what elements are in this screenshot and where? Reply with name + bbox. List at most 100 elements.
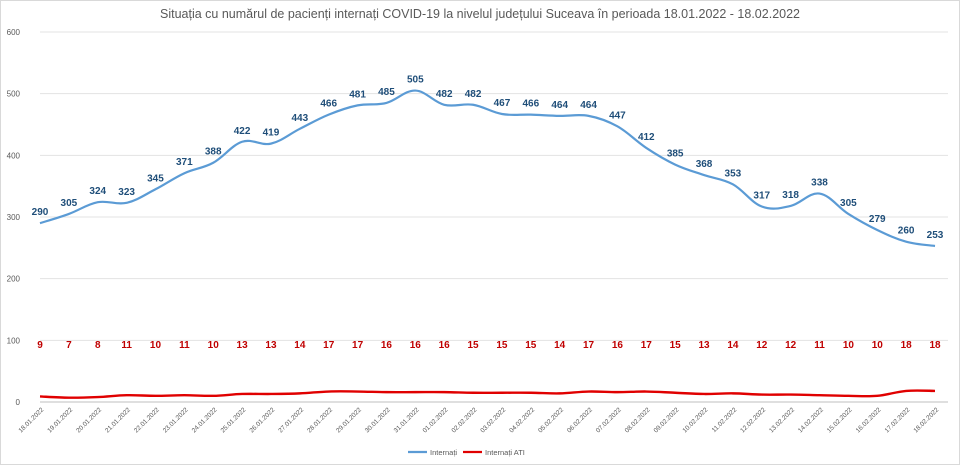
x-tick-label: 12.02.2022 xyxy=(739,406,767,434)
data-label: 17 xyxy=(583,340,595,351)
x-tick-label: 27.01.2022 xyxy=(277,406,305,434)
data-label: 17 xyxy=(352,340,364,351)
data-label: 12 xyxy=(785,340,797,351)
data-label: 7 xyxy=(66,340,72,351)
x-tick-label: 25.01.2022 xyxy=(220,406,248,434)
data-label: 8 xyxy=(95,340,101,351)
x-tick-label: 24.01.2022 xyxy=(191,406,219,434)
data-label: 13 xyxy=(265,340,277,351)
y-tick-label: 400 xyxy=(7,151,21,160)
data-label: 290 xyxy=(32,207,49,218)
data-label: 14 xyxy=(727,340,739,351)
data-label: 466 xyxy=(522,99,539,110)
grid-layer xyxy=(40,31,948,403)
data-label: 15 xyxy=(496,340,508,351)
x-tick-label: 09.02.2022 xyxy=(653,406,681,434)
data-label: 464 xyxy=(580,100,597,111)
data-label: 323 xyxy=(118,187,135,198)
x-tick-label: 19.01.2022 xyxy=(46,406,74,434)
data-label: 467 xyxy=(494,98,511,109)
data-label: 15 xyxy=(670,340,682,351)
data-label: 10 xyxy=(872,340,884,351)
series-layer xyxy=(39,89,936,399)
data-label: 443 xyxy=(291,113,308,124)
data-label: 338 xyxy=(811,178,828,189)
series-internati-ati-line xyxy=(39,389,936,399)
y-tick-label: 0 xyxy=(16,398,21,407)
x-axis-ticks: 18.01.2022 19.01.2022 20.01.2022 21.01.2022… xyxy=(17,406,940,434)
x-tick-label: 26.01.2022 xyxy=(248,406,276,434)
data-label: 324 xyxy=(89,186,106,197)
x-tick-label: 18.02.2022 xyxy=(912,406,940,434)
x-tick-label: 13.02.2022 xyxy=(768,406,796,434)
data-label: 18 xyxy=(901,340,913,351)
data-label: 419 xyxy=(263,128,280,139)
legend-label: Internați ATI xyxy=(485,448,525,457)
x-tick-label: 18.01.2022 xyxy=(17,406,45,434)
x-tick-label: 06.02.2022 xyxy=(566,406,594,434)
data-label: 14 xyxy=(554,340,566,351)
data-label: 481 xyxy=(349,89,366,100)
x-tick-label: 21.01.2022 xyxy=(104,406,132,434)
data-label: 9 xyxy=(37,340,43,351)
x-tick-label: 10.02.2022 xyxy=(681,406,709,434)
x-tick-label: 04.02.2022 xyxy=(508,406,536,434)
data-label: 305 xyxy=(61,198,78,209)
data-label: 485 xyxy=(378,87,395,98)
data-label: 16 xyxy=(439,340,451,351)
data-label: 13 xyxy=(698,340,710,351)
data-label: 17 xyxy=(641,340,653,351)
data-label: 345 xyxy=(147,173,164,184)
y-tick-label: 100 xyxy=(7,336,21,345)
data-label: 11 xyxy=(121,340,132,351)
x-tick-label: 30.01.2022 xyxy=(364,406,392,434)
data-label: 447 xyxy=(609,110,626,121)
data-label: 14 xyxy=(294,340,306,351)
data-label: 10 xyxy=(208,340,220,351)
y-tick-label: 200 xyxy=(7,275,21,284)
data-label: 13 xyxy=(237,340,249,351)
x-tick-label: 28.01.2022 xyxy=(306,406,334,434)
y-tick-label: 600 xyxy=(7,28,21,37)
legend-label: Internați xyxy=(430,448,457,457)
data-label: 482 xyxy=(465,89,482,100)
data-label: 260 xyxy=(898,226,915,237)
x-tick-label: 05.02.2022 xyxy=(537,406,565,434)
x-tick-label: 16.02.2022 xyxy=(855,406,883,434)
x-tick-label: 17.02.2022 xyxy=(884,406,912,434)
x-tick-label: 23.01.2022 xyxy=(162,406,190,434)
data-label: 482 xyxy=(436,89,453,100)
x-tick-label: 29.01.2022 xyxy=(335,406,363,434)
data-label: 505 xyxy=(407,75,424,86)
data-label: 279 xyxy=(869,214,886,225)
data-label: 388 xyxy=(205,147,222,158)
x-tick-label: 07.02.2022 xyxy=(595,406,623,434)
x-tick-label: 22.01.2022 xyxy=(133,406,161,434)
data-label: 385 xyxy=(667,149,684,160)
data-label: 317 xyxy=(753,191,770,202)
data-label: 12 xyxy=(756,340,768,351)
x-tick-label: 15.02.2022 xyxy=(826,406,854,434)
y-tick-label: 500 xyxy=(7,90,21,99)
data-label: 11 xyxy=(179,340,190,351)
y-axis-ticks: 0 100 200 300 400 500 600 xyxy=(7,28,21,407)
data-label: 18 xyxy=(929,340,941,351)
data-label: 353 xyxy=(725,168,742,179)
x-tick-label: 11.02.2022 xyxy=(711,406,739,434)
series-internati-line xyxy=(39,89,936,248)
data-label: 412 xyxy=(638,132,655,143)
data-label: 16 xyxy=(612,340,624,351)
data-label: 422 xyxy=(234,126,251,137)
x-tick-label: 08.02.2022 xyxy=(624,406,652,434)
x-tick-label: 02.02.2022 xyxy=(451,406,479,434)
data-label: 15 xyxy=(468,340,480,351)
data-label: 368 xyxy=(696,159,713,170)
data-label: 305 xyxy=(840,198,857,209)
data-label: 11 xyxy=(814,340,825,351)
data-label: 17 xyxy=(323,340,335,351)
data-label: 15 xyxy=(525,340,537,351)
legend: Internați Internați ATI xyxy=(408,448,525,457)
data-label: 466 xyxy=(320,99,337,110)
